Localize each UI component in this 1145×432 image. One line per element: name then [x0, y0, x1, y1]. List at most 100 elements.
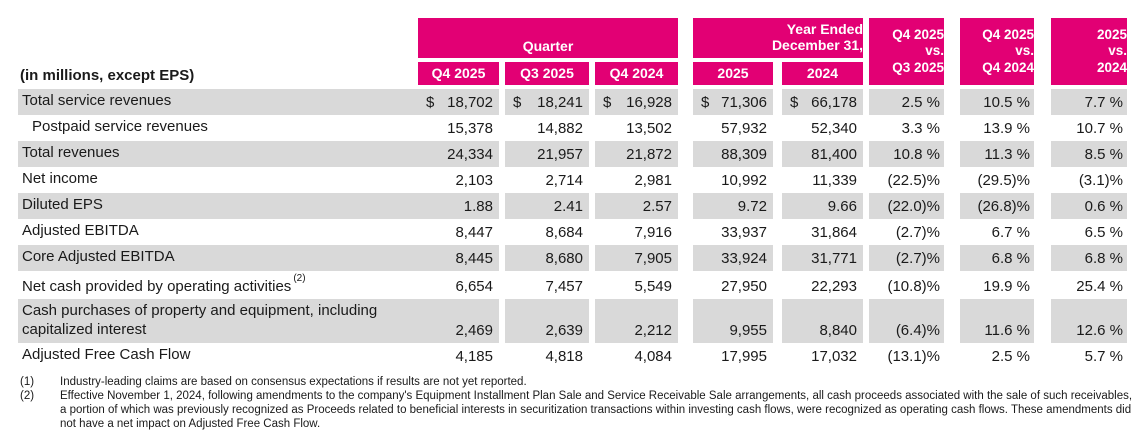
money-cell: 1.88: [418, 193, 499, 219]
cell-value: (10.8)%: [887, 278, 940, 295]
vs3-line2: vs.: [1108, 43, 1127, 59]
row-label: Diluted EPS: [18, 193, 418, 219]
cell-value: 2.41: [553, 198, 583, 215]
cell-value: (2.7)%: [895, 224, 940, 241]
cell-value: 88,309: [721, 146, 767, 163]
row-label: Adjusted Free Cash Flow: [18, 343, 418, 369]
cell-value: 31,864: [811, 224, 857, 241]
cell-value: (13.1)%: [887, 348, 940, 365]
pct-cell: (29.5)%: [960, 167, 1034, 193]
cell-value: 5,549: [634, 278, 672, 295]
cell-value: 8,680: [545, 250, 583, 267]
cell-value: 4,185: [455, 348, 493, 365]
cell-value: 8,840: [819, 322, 857, 339]
money-cell: $66,178: [782, 89, 863, 115]
row-label: Net income: [18, 167, 418, 193]
money-cell: 9.72: [693, 193, 773, 219]
pct-cell: 6.7 %: [960, 219, 1034, 245]
pct-cell: 7.7 %: [1051, 89, 1127, 115]
col-header-q4-2025: Q4 2025: [418, 62, 499, 85]
table-row-net-income: Net income 2,103 2,714 2,981 10,992 11,3…: [18, 167, 1127, 193]
cell-value: 33,924: [721, 250, 767, 267]
money-cell: 8,445: [418, 245, 499, 271]
pct-cell: 10.7 %: [1051, 115, 1127, 141]
pct-cell: 5.7 %: [1051, 343, 1127, 369]
money-cell: 52,340: [782, 115, 863, 141]
row-label: Total service revenues: [18, 89, 418, 115]
table-row-adjusted-free-cash-flow: Adjusted Free Cash Flow 4,185 4,818 4,08…: [18, 343, 1127, 369]
vs1-line3: Q3 2025: [892, 59, 944, 75]
money-cell: $18,702: [418, 89, 499, 115]
currency-symbol: $: [701, 94, 710, 111]
row-label-text: Core Adjusted EBITDA: [22, 248, 175, 265]
pct-cell: 12.6 %: [1051, 299, 1127, 343]
pct-cell: (6.4)%: [869, 299, 944, 343]
footnote-1-ref: (1): [20, 376, 35, 388]
cell-value: (2.7)%: [895, 250, 940, 267]
row-label: Cash purchases of property and equipment…: [18, 299, 418, 343]
pct-cell: (22.0)%: [869, 193, 944, 219]
money-cell: 8,680: [505, 245, 589, 271]
col-header-year-2025: 2025: [693, 62, 773, 85]
cell-value: 7,905: [634, 250, 672, 267]
cell-value: 11,339: [812, 172, 857, 189]
cell-value: 2.5 %: [901, 94, 940, 111]
money-cell: 88,309: [693, 141, 773, 167]
row-label-text: Diluted EPS: [22, 196, 103, 213]
table-row-cash-purchases-property-equipment: Cash purchases of property and equipment…: [18, 299, 1127, 343]
year-group-line2: December 31,: [771, 36, 863, 53]
cell-value: 33,937: [721, 224, 767, 241]
row-label: Adjusted EBITDA: [18, 219, 418, 245]
money-cell: 4,084: [595, 343, 678, 369]
cell-value: 6.7 %: [991, 224, 1030, 241]
cell-value: 81,400: [811, 146, 857, 163]
cell-value: 2,639: [545, 322, 583, 339]
quarter-group-header: Quarter: [418, 18, 678, 58]
pct-cell: 6.8 %: [960, 245, 1034, 271]
row-label-text: Total service revenues: [22, 92, 172, 109]
row-label-text: Net cash provided by operating activitie…: [22, 278, 292, 295]
cell-value: 10.7 %: [1076, 120, 1123, 137]
pct-cell: 11.3 %: [960, 141, 1034, 167]
table-row-net-cash-operating-activities: Net cash provided by operating activitie…: [18, 271, 1127, 299]
cell-value: 11.3 %: [984, 146, 1030, 163]
pct-cell: (26.8)%: [960, 193, 1034, 219]
cell-value: 0.6 %: [1084, 198, 1123, 215]
cell-value: 22,293: [811, 278, 857, 295]
money-cell: 4,185: [418, 343, 499, 369]
money-cell: 81,400: [782, 141, 863, 167]
currency-symbol: $: [603, 94, 612, 111]
row-label: Total revenues: [18, 141, 418, 167]
footnote-1-text: Industry-leading claims are based on con…: [60, 376, 527, 388]
cell-value: 7,457: [545, 278, 583, 295]
pct-cell: 25.4 %: [1051, 271, 1127, 299]
cell-value: 9.66: [827, 198, 857, 215]
money-cell: 2,469: [418, 299, 499, 343]
cell-value: 16,928: [626, 94, 672, 111]
cell-value: 17,032: [811, 348, 857, 365]
cell-value: 57,932: [721, 120, 767, 137]
cell-value: 18,241: [537, 94, 583, 111]
cell-value: 9.72: [737, 198, 767, 215]
row-label: Postpaid service revenues: [18, 115, 418, 141]
table-row-adjusted-ebitda: Adjusted EBITDA 8,447 8,684 7,916 33,937…: [18, 219, 1127, 245]
cell-value: 2,469: [455, 322, 493, 339]
row-label-text: Net income: [22, 170, 98, 187]
cell-value: (6.4)%: [895, 322, 940, 339]
pct-cell: 10.8 %: [869, 141, 944, 167]
cell-value: 12.6 %: [1076, 322, 1123, 339]
money-cell: 4,818: [505, 343, 589, 369]
cell-value: 11.6 %: [984, 322, 1030, 339]
cell-value: 15,378: [447, 120, 493, 137]
money-cell: 8,447: [418, 219, 499, 245]
money-cell: $16,928: [595, 89, 678, 115]
table-row-core-adjusted-ebitda: Core Adjusted EBITDA 8,445 8,680 7,905 3…: [18, 245, 1127, 271]
pct-cell: (10.8)%: [869, 271, 944, 299]
cell-value: 7,916: [634, 224, 672, 241]
cell-value: 4,084: [634, 348, 672, 365]
money-cell: 11,339: [782, 167, 863, 193]
footnote-1: (1) Industry-leading claims are based on…: [18, 375, 1135, 389]
pct-cell: 6.5 %: [1051, 219, 1127, 245]
cell-value: 8.5 %: [1084, 146, 1123, 163]
